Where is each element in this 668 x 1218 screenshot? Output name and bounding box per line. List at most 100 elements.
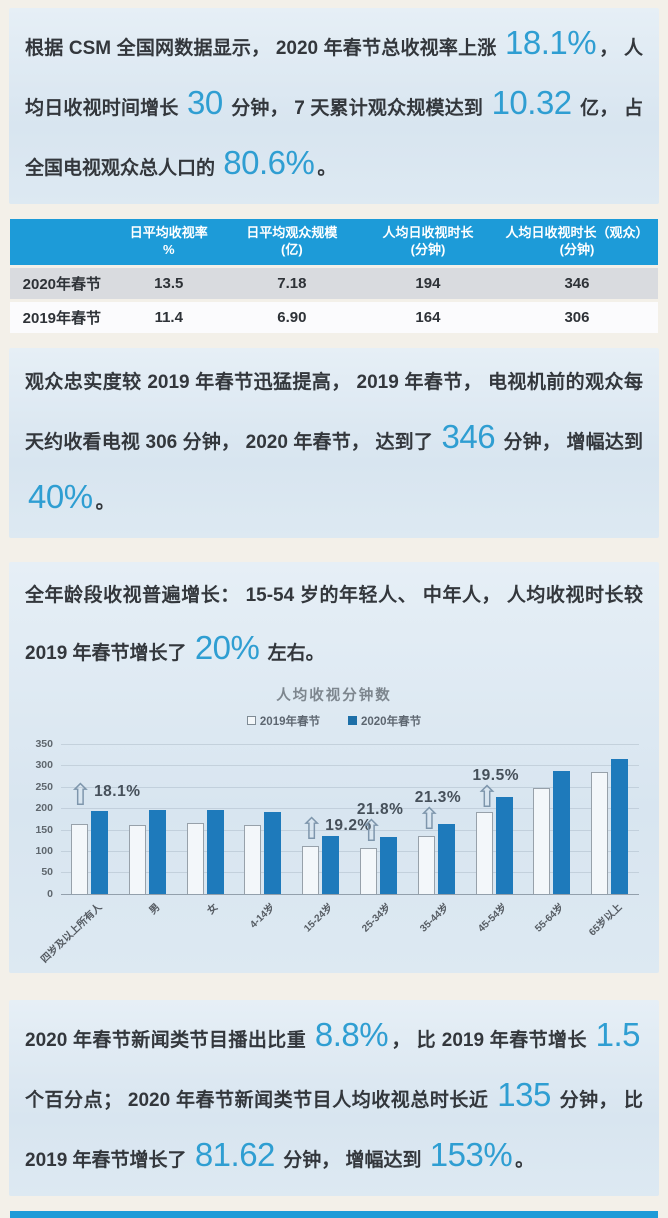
cell-value: 13.5 [113,267,224,299]
gridline [61,743,639,745]
ages-paragraph: 全年龄段收视普遍增长： 15-54 岁的年轻人、 中年人， 人均收视时长较 20… [25,570,643,680]
up-arrow-icon: ⇧ [416,802,442,838]
bar-group [244,811,282,894]
legend-swatch-2020-icon [348,716,357,726]
bar-group [417,823,455,894]
gridline [61,829,639,831]
bar-2019 [417,836,435,894]
column-header: 日平均收视率% [113,219,224,265]
bar-group [591,758,629,894]
growth-annotation: ⇧ 19.2% [299,811,372,847]
section-gap [9,973,659,1000]
section-gap [9,1196,659,1208]
legend-item-2020: 2020年春节 [348,713,421,729]
y-axis-tick-label: 150 [35,823,53,836]
highlight-number: 8.8% [314,1015,389,1053]
body-text: 亿， 占全国电视观众总人口的 [25,98,644,179]
news-table: 播出总时长（分钟）收视总时长（分钟）2020年春节58523134.842019… [10,1208,658,1218]
column-header [10,1210,198,1218]
cell-value: 346 [495,267,658,299]
cell-value: 306 [495,301,658,333]
highlight-number: 81.62 [194,1135,276,1173]
cell-value: 7.18 [223,267,360,299]
chart-title: 人均收视分钟数 [276,687,392,704]
highlight-number: 10.32 [491,84,573,121]
growth-annotation: ⇧ 18.1% [68,780,141,810]
body-text: 观众忠实度较 2019 年春节迅猛提高， 2019 年春节， 电视机前的观众每天… [25,371,643,453]
table-row: 2020年春节 13.5 7.18 194 346 [10,267,658,299]
legend-label-2020: 2020年春节 [361,715,422,728]
bar-group [186,809,224,894]
section-gap [9,204,659,216]
body-text: 分钟， 增幅达到 [498,431,643,453]
column-header: 播出总时长（分钟） [197,1210,432,1218]
bar-2019 [591,771,609,894]
x-axis-line [61,893,639,895]
body-text: 分钟， 7 天累计观众规模达到 [225,98,489,119]
bar-2020 [495,796,513,894]
bar-2020 [611,758,629,894]
highlight-number: 18.1% [505,24,597,61]
row-label: 2020年春节 [10,267,114,299]
highlight-number: 153% [429,1135,513,1173]
highlight-number: 1.5 [595,1015,641,1053]
column-header: 收视总时长（分钟） [431,1210,658,1218]
header-row: 播出总时长（分钟）收视总时长（分钟） [10,1210,658,1218]
body-text: 。 [317,158,337,179]
up-arrow-icon: ⇧ [299,811,325,847]
bar-2019 [475,812,493,894]
bar-2020 [264,811,282,894]
column-header [10,219,114,265]
bar-2020 [90,810,108,894]
gridline [61,850,639,852]
growth-percent-label: 18.1% [94,782,141,800]
column-header: 日平均观众规模 (亿) [223,219,360,265]
summary-table: 日平均收视率% 日平均观众规模 (亿) 人均日收视时长 (分钟) 人均日收视时长（观众）(… [10,216,658,336]
growth-annotation: 21.8% ⇧ [357,801,403,847]
loyalty-section: 观众忠实度较 2019 年春节迅猛提高， 2019 年春节， 电视机前的观众每天… [9,347,659,538]
growth-percent-label: 21.3% [414,789,462,807]
bar-group [128,809,166,894]
highlight-number: 30 [187,84,223,121]
column-header: 人均日收视时长 (分钟) [359,219,496,265]
y-axis-tick-label: 0 [47,887,53,900]
body-text: 2020 年春节新闻类节目播出比重 [25,1029,312,1051]
bar-2020 [322,836,340,894]
bar-group [475,796,513,894]
growth-annotation: 19.5% ⇧ [473,767,519,813]
column-header: 人均日收视时长（观众） (分钟) [495,219,658,265]
loyalty-paragraph: 观众忠实度较 2019 年春节迅猛提高， 2019 年春节， 电视机前的观众每天… [25,356,643,530]
y-axis-tick-label: 100 [35,844,53,857]
bar-2019 [70,823,88,894]
highlight-number: 346 [441,417,496,455]
body-text: 。 [515,1149,535,1171]
growth-percent-label: 19.2% [325,816,372,834]
bar-2020 [148,809,166,894]
chart-legend: 2019年春节 2020年春节 [25,713,643,729]
header-row: 日平均收视率% 日平均观众规模 (亿) 人均日收视时长 (分钟) 人均日收视时长（观众）(… [10,219,658,265]
news-table-section: 播出总时长（分钟）收视总时长（分钟）2020年春节58523134.842019… [9,1208,659,1218]
bar-group [70,810,108,894]
bar-group [533,770,571,894]
body-text: 全年龄段收视普遍增长： 15-54 岁的年轻人、 中年人， 人均收视时长较 20… [25,584,643,664]
intro-section: 根据 CSM 全国网数据显示， 2020 年春节总收视率上涨 18.1%， 人均… [9,8,659,204]
highlight-number: 20% [194,628,260,666]
news-paragraph: 2020 年春节新闻类节目播出比重 8.8%， 比 2019 年春节增长 1.5… [25,1008,643,1188]
section-gap [9,538,659,562]
bar-2020 [553,770,571,894]
table-row: 2019年春节 11.4 6.90 164 306 [10,301,658,333]
age-chart-section: 全年龄段收视普遍增长： 15-54 岁的年轻人、 中年人， 人均收视时长较 20… [9,561,659,973]
gridline [61,872,639,874]
body-text: 左右。 [262,642,325,664]
bar-2019 [186,822,204,894]
row-label: 2019年春节 [10,301,114,333]
bar-2019 [302,845,320,894]
y-axis-tick-label: 200 [35,802,53,815]
news-section: 2020 年春节新闻类节目播出比重 8.8%， 比 2019 年春节增长 1.5… [9,999,659,1196]
bar-2020 [206,809,224,894]
body-text: ， 人均日收视时间增长 [25,38,643,119]
body-text: 个百分点； 2020 年春节新闻类节目人均收视总时长近 [25,1089,495,1111]
cell-value: 11.4 [113,301,224,333]
bar-group [359,837,397,894]
